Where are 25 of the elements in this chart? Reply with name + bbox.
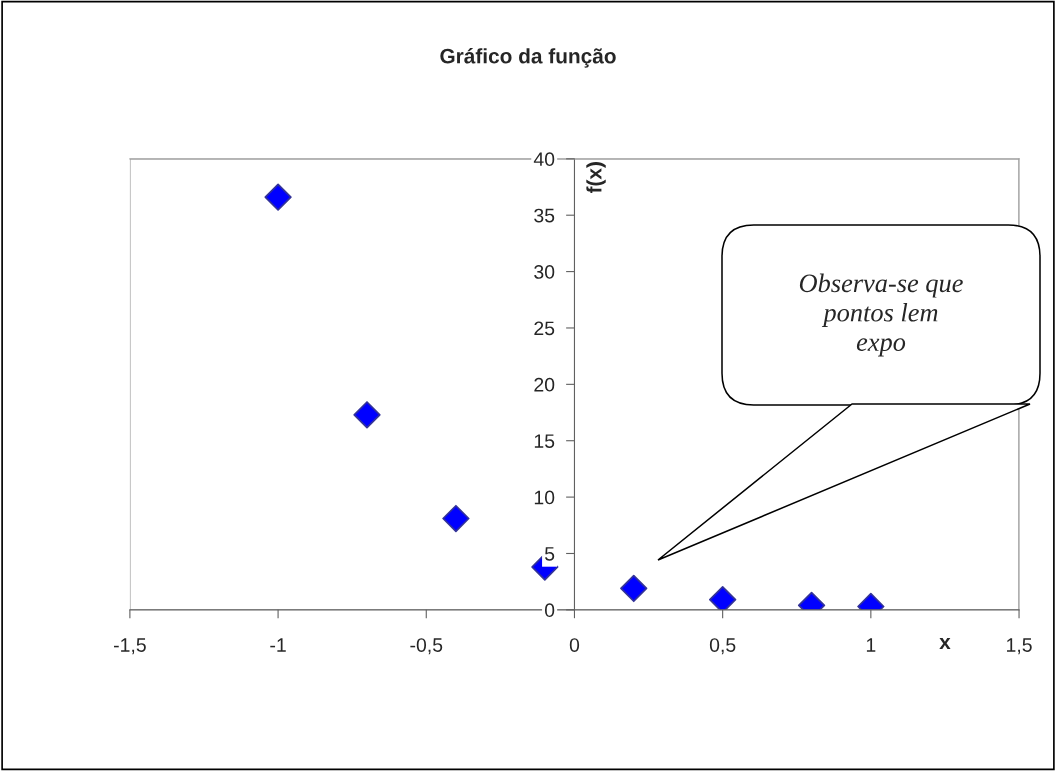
y-tick-label: 0 xyxy=(544,603,555,618)
point xyxy=(709,586,737,610)
annotation: Observa-se que pontos lem expo xyxy=(799,273,963,357)
y-tick-label: 35 xyxy=(534,208,555,223)
x-axis-title: x xyxy=(939,638,951,650)
y-tick-label: 40 xyxy=(533,152,555,167)
y-tick-label: 30 xyxy=(534,265,555,279)
x-tick-label: -1 xyxy=(270,638,286,652)
chart-title: Gráfico da função xyxy=(440,48,616,68)
y-tick-label: 10 xyxy=(534,490,555,505)
point xyxy=(353,401,381,429)
point xyxy=(442,504,470,533)
x-tick-label: 1 xyxy=(866,638,876,652)
y-tick-label: 5 xyxy=(544,547,555,561)
y-tick-label: 25 xyxy=(534,321,555,336)
point xyxy=(620,574,648,603)
y-tick-label: 15 xyxy=(534,434,555,448)
y-tick-label: 20 xyxy=(534,377,555,392)
x-tick-label: 1,5 xyxy=(1007,638,1032,655)
x-tick-label: -1,5 xyxy=(114,638,146,655)
point xyxy=(264,183,292,211)
x-tick-label: -0,5 xyxy=(410,638,443,655)
x-tick-label: 0,5 xyxy=(709,638,736,655)
y-axis-title: f(x) xyxy=(586,162,606,194)
x-tick-label: 0 xyxy=(569,638,580,652)
